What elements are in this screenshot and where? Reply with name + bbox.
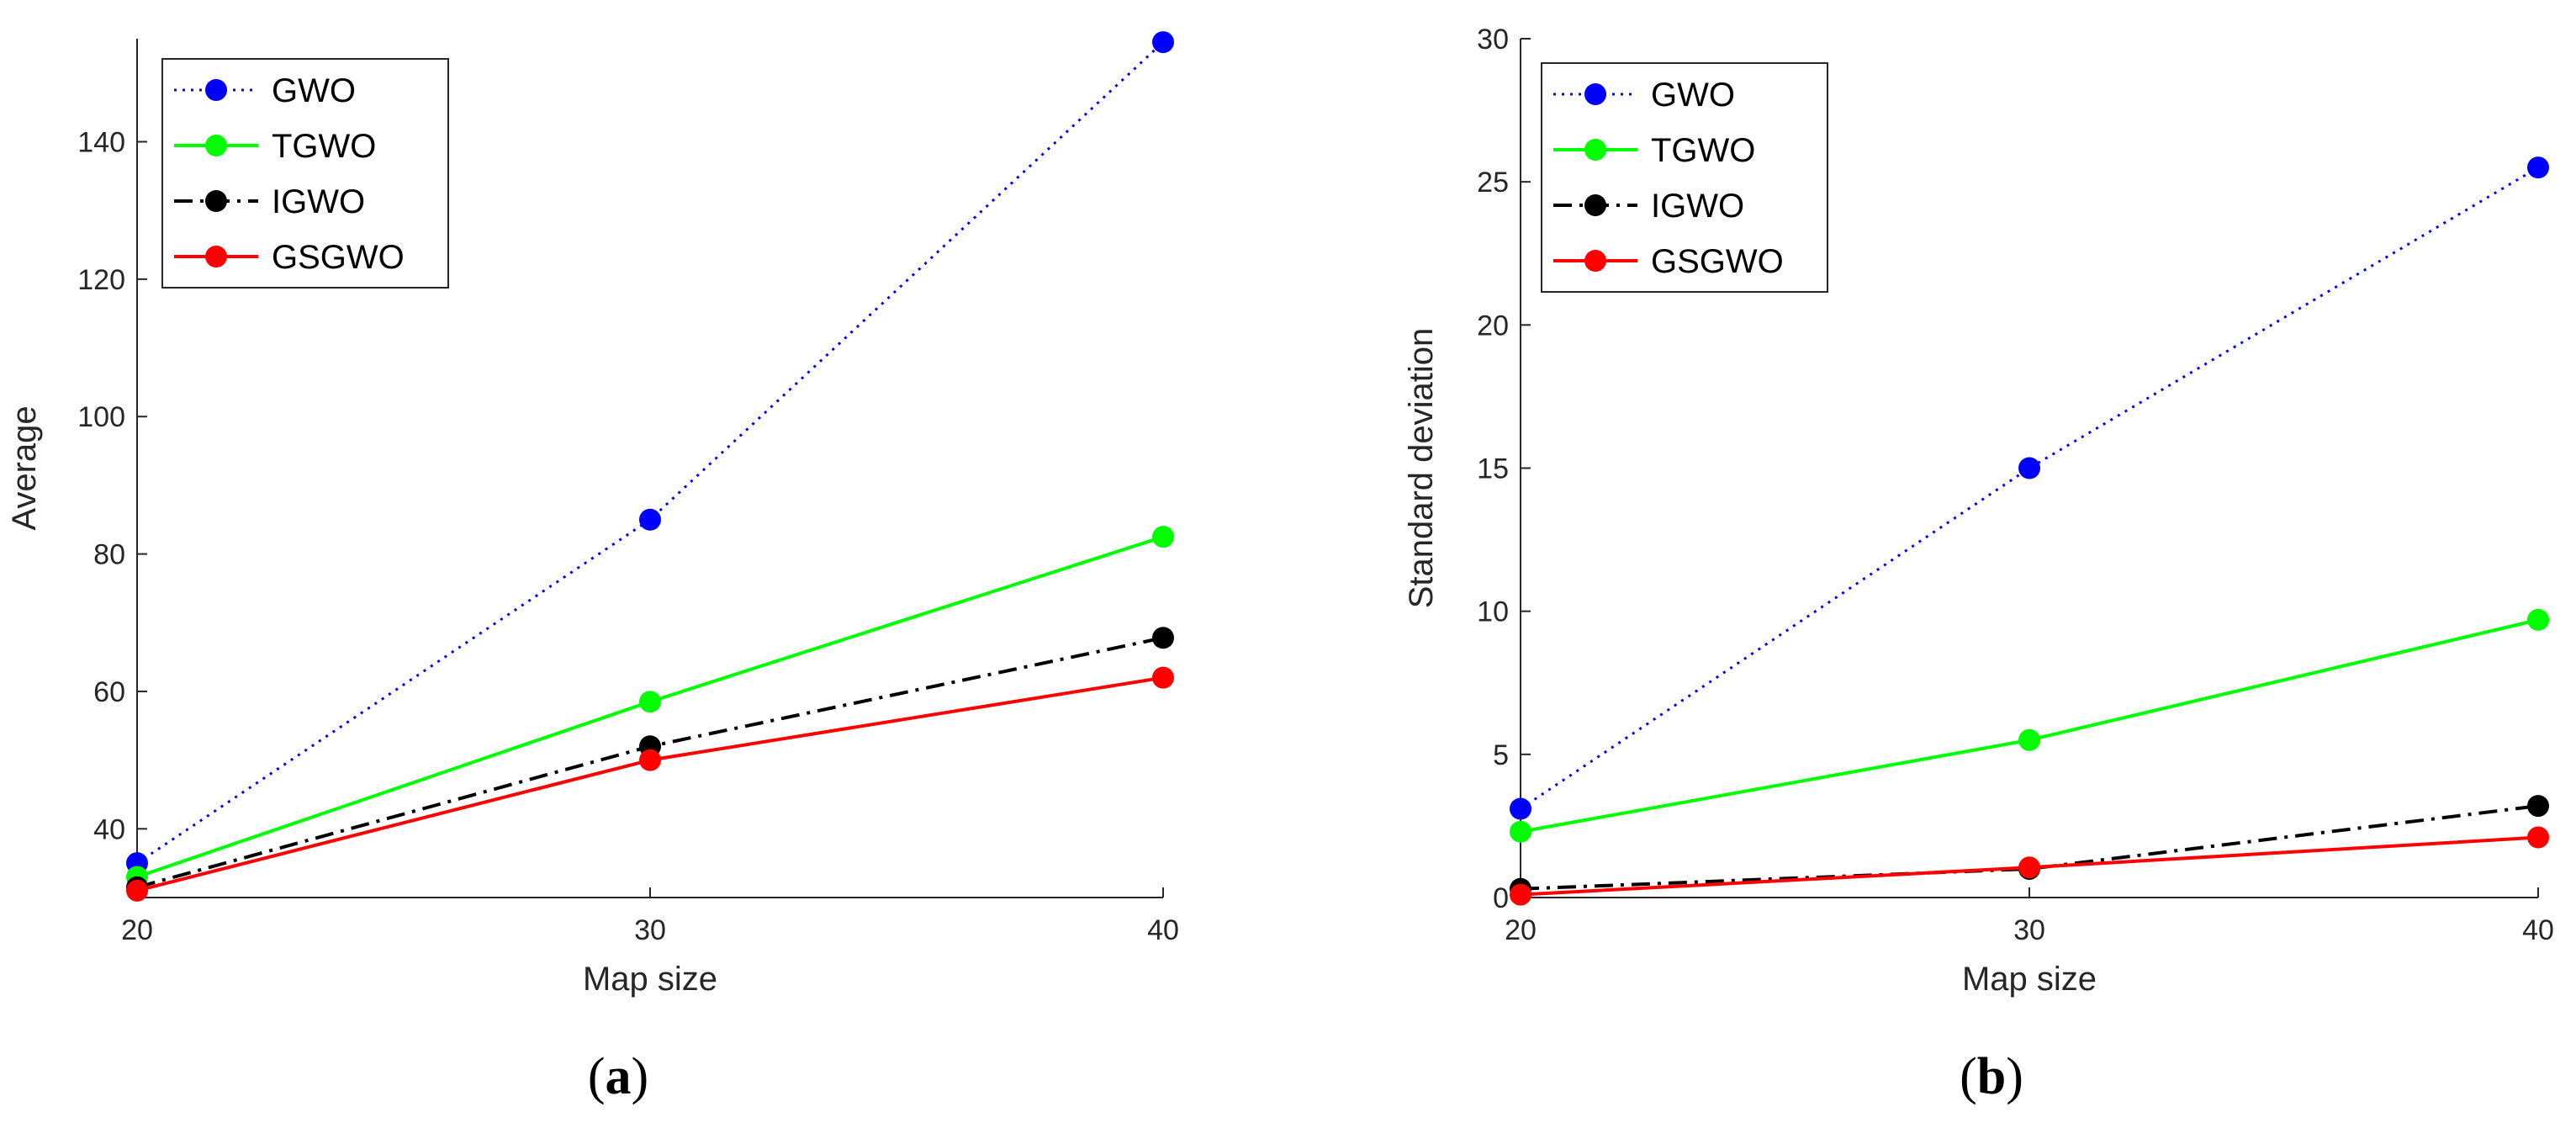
- data-point-gwo: [2527, 156, 2549, 179]
- x-tick-label: 30: [634, 914, 666, 946]
- data-point-gwo: [639, 508, 661, 531]
- panel-label: (a): [588, 1048, 648, 1105]
- data-point-tgwo: [1510, 820, 1531, 843]
- y-tick-label: 25: [1477, 167, 1509, 199]
- data-point-tgwo: [1152, 526, 1174, 548]
- y-tick-label: 100: [77, 401, 125, 433]
- y-axis-label: Average: [6, 405, 43, 530]
- data-point-gsgwo: [126, 879, 148, 902]
- legend-marker-gwo: [1584, 83, 1606, 105]
- y-tick-label: 40: [93, 813, 125, 845]
- legend-label-igwo: IGWO: [272, 183, 365, 220]
- y-tick-label: 60: [93, 676, 125, 708]
- data-point-gsgwo: [1152, 666, 1174, 689]
- x-tick-label: 20: [121, 914, 153, 946]
- legend: GWO TGWO IGWO GSGWO: [1541, 62, 1828, 293]
- legend-label-gwo: GWO: [1651, 77, 1735, 114]
- series-line-tgwo: [1520, 617, 2539, 834]
- x-tick-label: 40: [2522, 914, 2554, 946]
- y-tick-label: 140: [77, 127, 125, 159]
- data-point-tgwo: [2527, 608, 2549, 631]
- legend-marker-gsgwo: [1584, 250, 1606, 272]
- x-tick-label: 40: [1147, 914, 1179, 946]
- legend-marker-gsgwo: [205, 246, 227, 267]
- series-line-gwo: [1520, 166, 2539, 810]
- data-point-gsgwo: [2527, 826, 2549, 849]
- legend-label-gsgwo: GSGWO: [272, 239, 405, 276]
- legend-marker-tgwo: [205, 135, 227, 156]
- data-point-gsgwo: [1510, 883, 1531, 906]
- data-point-igwo: [2527, 795, 2549, 818]
- y-tick-label: 30: [1477, 24, 1509, 56]
- y-tick-label: 80: [93, 539, 125, 571]
- y-tick-label: 10: [1477, 596, 1509, 628]
- y-tick-label: 15: [1477, 453, 1509, 485]
- panel-label: (b): [1960, 1048, 2023, 1105]
- x-axis-label: Map size: [1962, 961, 2097, 998]
- legend-label-gsgwo: GSGWO: [1651, 243, 1784, 280]
- data-point-gsgwo: [2018, 856, 2040, 879]
- data-point-igwo: [1152, 627, 1174, 649]
- legend-label-gwo: GWO: [272, 72, 356, 109]
- x-tick-label: 30: [2013, 914, 2045, 946]
- chart-a: 40 60 80 100 120 140 20 30 40 Map size Average GWO T…: [6, 31, 1179, 1105]
- legend-label-igwo: IGWO: [1651, 188, 1744, 225]
- data-point-gwo: [2018, 457, 2040, 479]
- y-axis-label: Standard deviation: [1403, 328, 1440, 609]
- x-axis-label: Map size: [583, 961, 717, 998]
- chart-b: 0 5 10 15 20 25 30 20 30 40 Map size Standard devia…: [1403, 24, 2554, 1105]
- legend-marker-tgwo: [1584, 139, 1606, 161]
- legend-marker-gwo: [205, 79, 227, 101]
- legend: GWO TGWO IGWO GSGWO: [161, 58, 449, 289]
- legend-label-tgwo: TGWO: [1651, 132, 1755, 169]
- legend-label-tgwo: TGWO: [272, 128, 376, 165]
- y-tick-label: 20: [1477, 310, 1509, 342]
- y-tick-label: 5: [1493, 739, 1509, 771]
- data-point-gsgwo: [639, 749, 661, 771]
- x-tick-label: 20: [1505, 914, 1537, 946]
- y-tick-label: 0: [1493, 882, 1509, 914]
- y-tick-label: 120: [77, 264, 125, 296]
- data-point-gwo: [1510, 797, 1531, 820]
- legend-marker-igwo: [1584, 194, 1606, 216]
- data-point-tgwo: [2018, 728, 2040, 751]
- legend-marker-igwo: [205, 190, 227, 212]
- data-point-gwo: [1152, 31, 1174, 54]
- data-point-tgwo: [639, 691, 661, 713]
